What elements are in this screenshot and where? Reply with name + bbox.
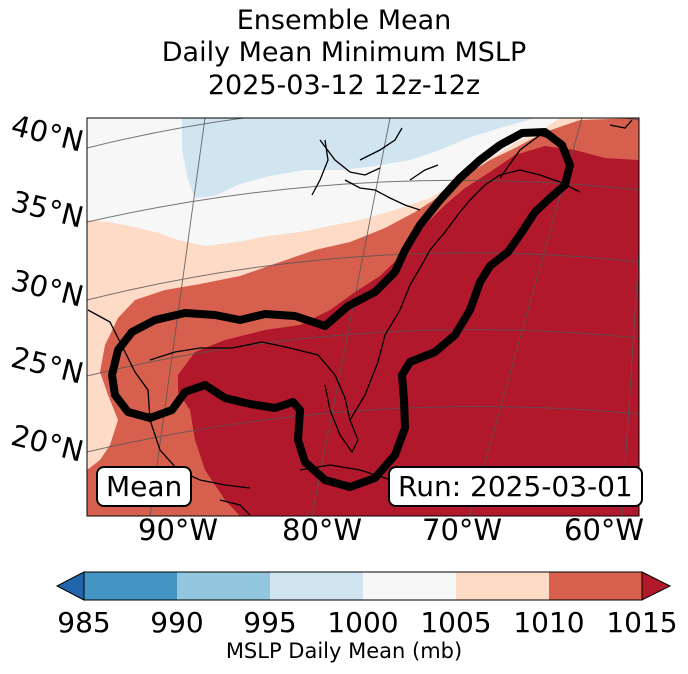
band-995-1000 xyxy=(182,118,535,198)
lon-label-80w: 80°W xyxy=(282,513,363,547)
mean-label: Mean xyxy=(96,466,193,507)
map-area xyxy=(87,118,639,516)
colorbar-995-1000 xyxy=(270,572,363,600)
ensemble-contour xyxy=(108,128,574,491)
colorbar-1010-1015 xyxy=(549,572,642,600)
colorbar-1005-1010 xyxy=(456,572,549,600)
colorbar-tick-1005: 1005 xyxy=(420,606,492,639)
colorbar-under xyxy=(55,571,85,601)
run-label: Run: 2025-03-01 xyxy=(388,466,643,507)
colorbar-990-995 xyxy=(177,572,270,600)
colorbar-tick-1000: 1000 xyxy=(327,606,399,639)
colorbar-tick-990: 990 xyxy=(150,606,204,639)
colorbar-over xyxy=(641,571,672,601)
map-frame xyxy=(86,117,640,517)
title-line-1: Ensemble Mean xyxy=(236,5,452,36)
colorbar-tick-1010: 1010 xyxy=(513,606,585,639)
colorbar-tick-985: 985 xyxy=(57,606,111,639)
colorbar xyxy=(55,571,672,601)
colorbar-tick-1015: 1015 xyxy=(606,606,678,639)
title-line-3: 2025-03-12 12z-12z xyxy=(207,70,481,101)
colorbar-tick-995: 995 xyxy=(243,606,297,639)
title-line-2: Daily Mean Minimum MSLP xyxy=(161,37,527,68)
colorbar-label: MSLP Daily Mean (mb) xyxy=(225,639,463,663)
lon-label-70w: 70°W xyxy=(422,513,503,547)
lon-label-60w: 60°W xyxy=(564,513,645,547)
colorbar-1000-1005 xyxy=(363,572,456,600)
lon-label-90w: 90°W xyxy=(138,513,219,547)
colorbar-985-990 xyxy=(84,572,177,600)
